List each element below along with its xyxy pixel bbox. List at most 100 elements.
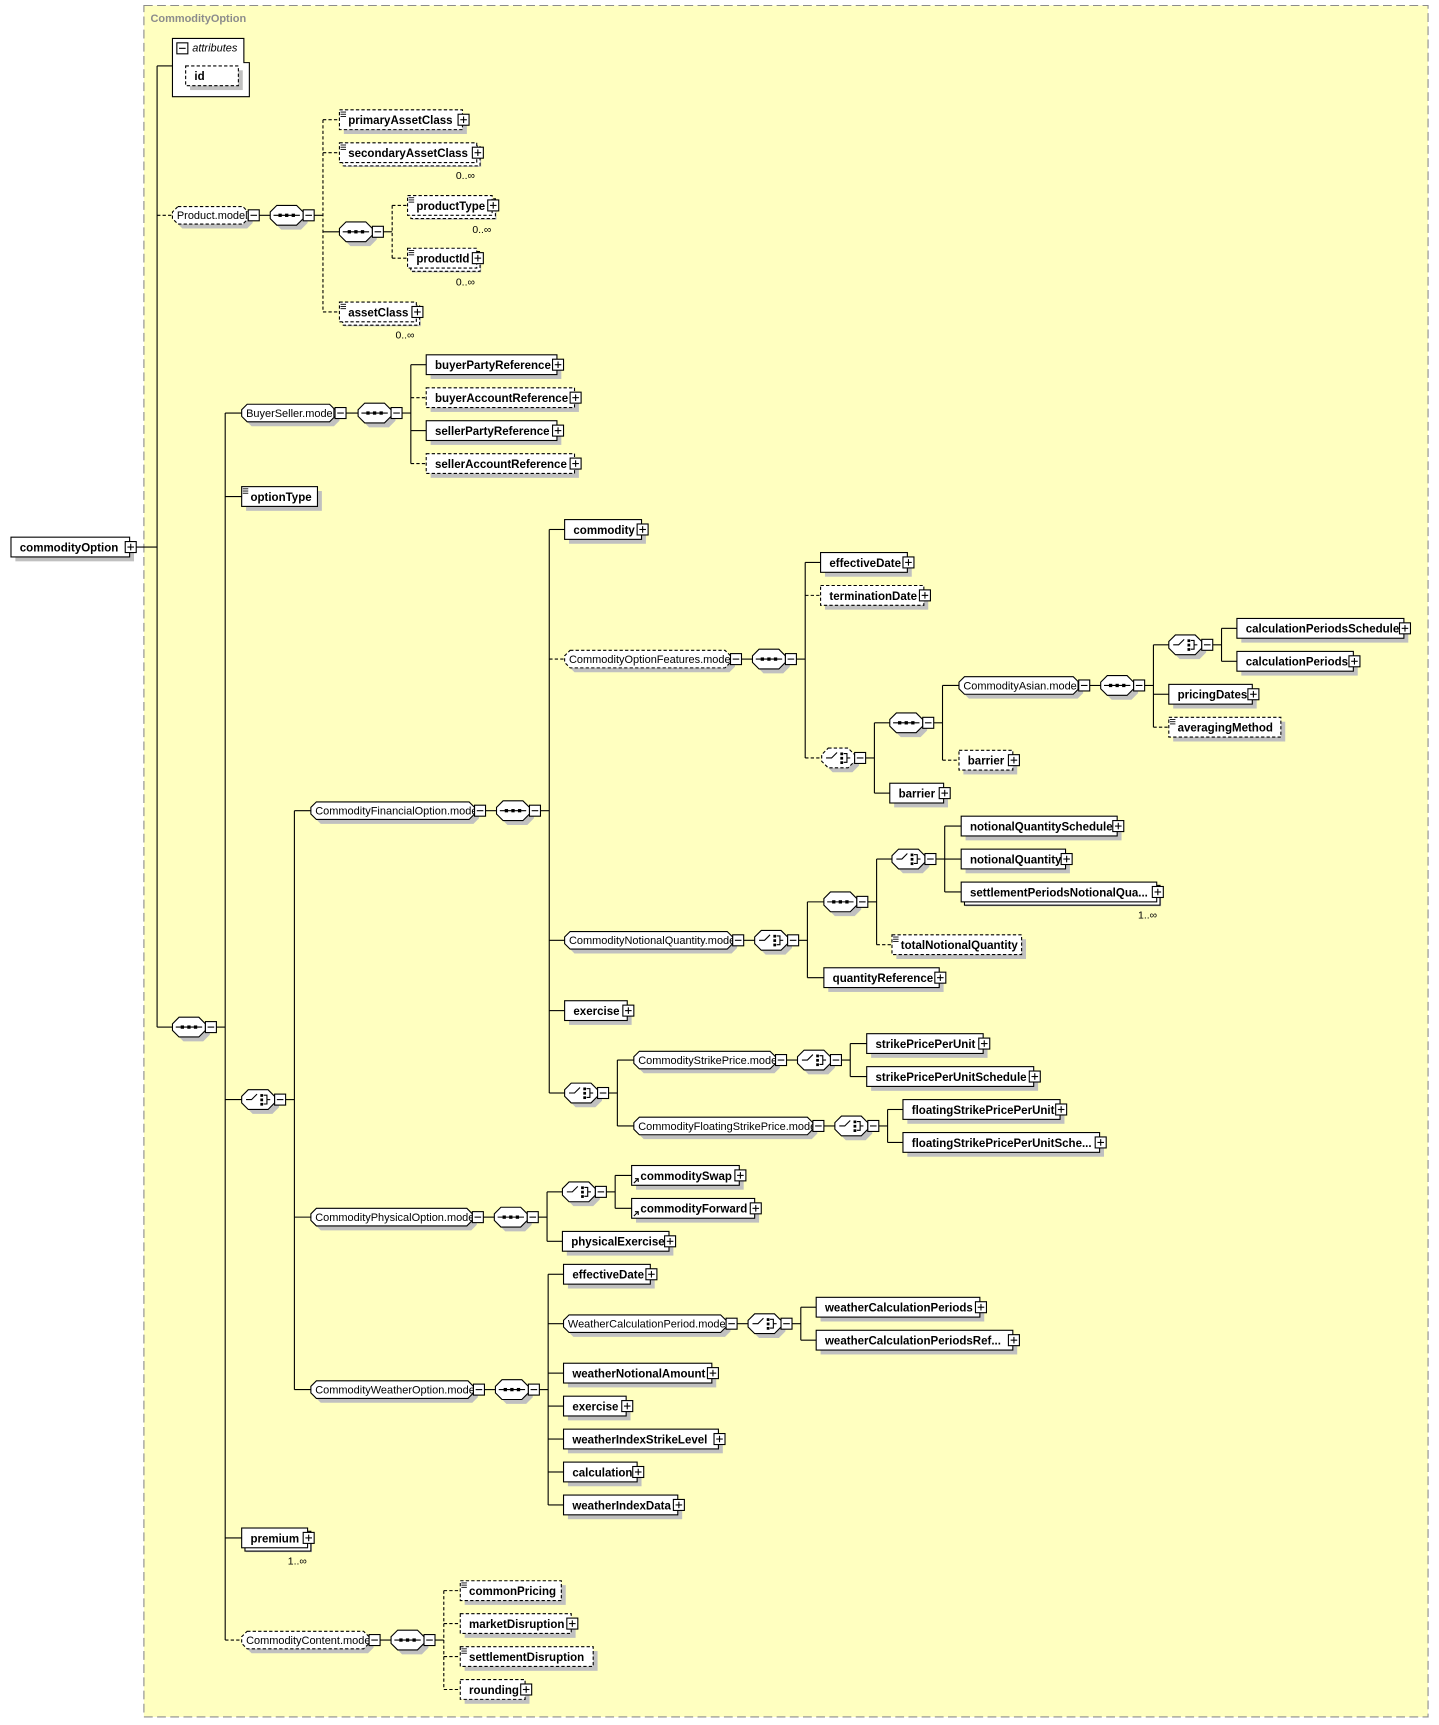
expand-button[interactable] [978, 1037, 991, 1050]
expand-button[interactable] [471, 146, 484, 159]
sequence-compositor[interactable] [494, 1379, 540, 1404]
collapse-button[interactable] [471, 1211, 484, 1224]
expand-button[interactable] [622, 1004, 635, 1017]
element-weatherNotionalAmount[interactable]: weatherNotionalAmount [562, 1362, 719, 1388]
element-marketDisruption[interactable]: marketDisruption [459, 1613, 579, 1638]
collapse-button[interactable] [423, 1634, 436, 1647]
collapse-button[interactable] [594, 1185, 607, 1198]
expand-button[interactable] [1112, 820, 1125, 833]
collapse-button[interactable] [867, 1119, 880, 1133]
collapse-button[interactable] [856, 895, 869, 908]
collapse-button[interactable] [725, 1317, 738, 1330]
element-sellerPartyReference[interactable]: sellerPartyReference [425, 420, 565, 445]
element-primaryAssetClass[interactable]: primaryAssetClass [338, 109, 470, 135]
collapse-button[interactable] [334, 406, 347, 420]
element-terminationDate[interactable]: terminationDate [820, 584, 931, 610]
element-productId[interactable]: productId [406, 247, 484, 273]
expand-button[interactable] [569, 391, 582, 404]
element-commoditySwap[interactable]: commoditySwap [631, 1164, 747, 1190]
element-effectiveDate2[interactable]: effectiveDate [562, 1263, 658, 1289]
element-floatingStrikePricePerUnit[interactable]: floatingStrikePricePerUnit [902, 1099, 1068, 1124]
expand-button[interactable] [645, 1268, 658, 1281]
collapse-button[interactable] [474, 804, 487, 817]
collapse-button[interactable] [829, 1054, 843, 1067]
collapse-button[interactable] [247, 209, 260, 222]
expand-button[interactable] [1348, 655, 1361, 668]
expand-button[interactable] [1060, 852, 1073, 866]
element-secondaryAssetClass[interactable]: secondaryAssetClass [338, 142, 484, 167]
expand-button[interactable] [636, 523, 649, 536]
sequence-compositor[interactable] [338, 221, 384, 247]
element-optionType[interactable]: optionType [241, 486, 322, 511]
group-asianModel[interactable]: CommodityAsian.model [958, 676, 1091, 699]
collapse-button[interactable] [922, 716, 935, 729]
element-calculation[interactable]: calculation [562, 1461, 645, 1487]
element-physicalExercise[interactable]: physicalExercise [561, 1230, 677, 1256]
collapse-button[interactable] [527, 1383, 540, 1396]
expand-button[interactable] [551, 424, 565, 437]
group-optionFeaturesModel[interactable]: CommodityOptionFeatures.model [564, 649, 743, 673]
expand-button[interactable] [1007, 754, 1020, 767]
expand-button[interactable] [569, 457, 582, 470]
expand-button[interactable] [302, 1531, 315, 1544]
collapse-button[interactable] [784, 653, 797, 666]
element-quantityReference[interactable]: quantityReference [823, 967, 947, 992]
sequence-compositor[interactable] [493, 1206, 539, 1232]
element-exercise2[interactable]: exercise [562, 1395, 634, 1421]
collapse-button[interactable] [732, 934, 745, 947]
group-floatingStrikePriceModel[interactable]: CommodityFloatingStrikePrice.model [633, 1116, 825, 1140]
expand-button[interactable] [749, 1202, 762, 1215]
sequence-compositor[interactable] [823, 891, 869, 917]
element-commodity[interactable]: commodity [564, 519, 649, 544]
expand-button[interactable] [1055, 1103, 1068, 1116]
expand-button[interactable] [672, 1498, 685, 1511]
element-calculationPeriods[interactable]: calculationPeriods [1236, 650, 1361, 676]
element-settlementPeriodsNotionalQuantity[interactable]: settlementPeriodsNotionalQua... [960, 881, 1164, 907]
expand-button[interactable] [902, 556, 915, 569]
element-sellerAccountReference[interactable]: sellerAccountReference [425, 453, 582, 478]
group-strikePriceModel[interactable]: CommodityStrikePrice.model [633, 1050, 788, 1074]
expand-button[interactable] [632, 1465, 645, 1479]
element-commodityForward[interactable]: commodityForward [631, 1197, 762, 1223]
expand-button[interactable] [1247, 688, 1260, 701]
element-productType[interactable]: productType [406, 194, 500, 220]
element-weatherCalculationPeriods[interactable]: weatherCalculationPeriods [815, 1296, 988, 1322]
expand-button[interactable] [457, 113, 470, 126]
expand-button[interactable] [621, 1400, 634, 1413]
element-weatherCalculationPeriodsReference[interactable]: weatherCalculationPeriodsRef... [815, 1329, 1020, 1355]
expand-button[interactable] [934, 971, 947, 984]
element-averagingMethod[interactable]: averagingMethod [1168, 716, 1286, 742]
sequence-compositor[interactable] [751, 648, 797, 674]
element-commodityOption[interactable]: commodityOption [10, 536, 137, 562]
expand-button[interactable] [1094, 1136, 1107, 1149]
sequence-compositor[interactable] [171, 1016, 217, 1042]
sequence-compositor[interactable] [357, 402, 403, 428]
collapse-button[interactable] [812, 1119, 825, 1133]
element-floatingStrikePricePerUnitSchedule[interactable]: floatingStrikePricePerUnitSche... [902, 1132, 1107, 1157]
expand-button[interactable] [487, 199, 500, 212]
element-strikePricePerUnitSchedule[interactable]: strikePricePerUnitSchedule [866, 1066, 1041, 1091]
element-barrier2[interactable]: barrier [889, 782, 951, 808]
element-strikePricePerUnit[interactable]: strikePricePerUnit [866, 1033, 991, 1058]
element-premium[interactable]: premium [241, 1527, 315, 1553]
expand-button[interactable] [664, 1235, 677, 1248]
element-notionalQuantitySchedule[interactable]: notionalQuantitySchedule [960, 815, 1125, 841]
collapse-button[interactable] [302, 209, 315, 222]
element-notionalQuantity[interactable]: notionalQuantity [960, 848, 1073, 874]
expand-button[interactable] [713, 1432, 726, 1446]
collapse-button[interactable] [774, 1054, 788, 1067]
choice-compositor[interactable] [891, 848, 937, 874]
group-weatherCalculationPeriodModel[interactable]: WeatherCalculationPeriod.model [562, 1314, 738, 1337]
expand-button[interactable] [1028, 1070, 1041, 1083]
collapse-button[interactable] [729, 653, 743, 666]
collapse-button[interactable] [1133, 679, 1146, 692]
group-financialOptionModel[interactable]: CommodityFinancialOption.model [310, 801, 487, 824]
choice-compositor[interactable] [561, 1181, 607, 1207]
element-rounding[interactable]: rounding [459, 1679, 533, 1704]
expand-button[interactable] [974, 1301, 988, 1314]
choice-compositor[interactable] [754, 929, 800, 955]
element-weatherIndexData[interactable]: weatherIndexData [562, 1494, 685, 1520]
element-settlementDisruption[interactable]: settlementDisruption [459, 1646, 598, 1671]
expand-button[interactable] [1007, 1334, 1020, 1347]
sequence-compositor[interactable] [1100, 675, 1146, 700]
